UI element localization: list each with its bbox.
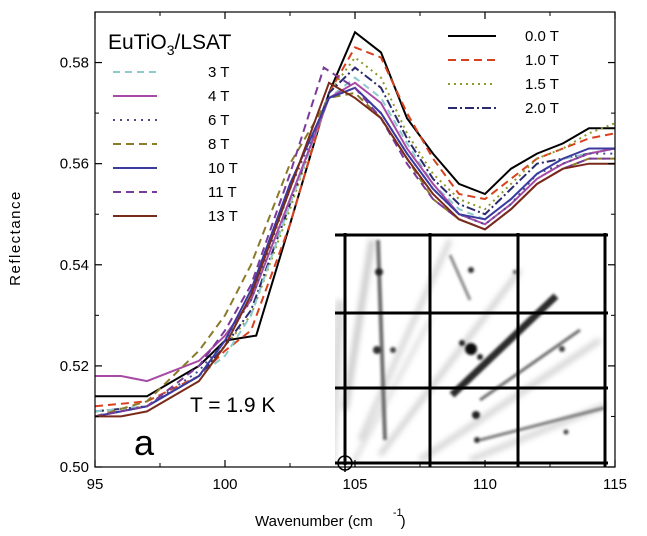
y-tick-label: 0.56 (60, 156, 89, 173)
legend-label: 13 T (208, 208, 238, 225)
origin-crosshair-icon (336, 454, 354, 472)
legend-label: 1.0 T (525, 52, 559, 69)
legend-label: 8 T (208, 136, 229, 153)
legend-right: 0.0 T 1.0 T 1.5 T 2.0 T (448, 28, 559, 117)
y-tick-label: 0.54 (60, 257, 89, 274)
diffraction-pattern-inset (335, 233, 608, 472)
legend-label: 0.0 T (525, 28, 559, 45)
x-axis-label: Wavenumber (cm -1) (255, 507, 406, 530)
series-line-8 (95, 86, 615, 418)
legend-left: 3 T 4 T 6 T 8 T 10 T 11 T 13 T (113, 64, 238, 225)
legend-label: 10 T (208, 160, 238, 177)
series-layer (95, 30, 615, 418)
x-axis-label-close: ) (401, 513, 406, 530)
series-line-10 (95, 81, 615, 418)
legend-label: 3 T (208, 64, 229, 81)
legend-entry: 3 T (113, 64, 229, 81)
x-tick-label: 95 (87, 476, 104, 493)
x-tick-label: 110 (473, 476, 497, 493)
series-line-9 (95, 66, 615, 418)
x-tick-label: 100 (212, 476, 237, 493)
x-tick-label: 105 (342, 476, 367, 493)
legend-entry: 1.5 T (448, 76, 559, 93)
legend-entry: 6 T (113, 112, 229, 129)
y-tick-label: 0.58 (60, 55, 89, 72)
legend-entry: 4 T (113, 88, 229, 105)
legend-entry: 8 T (113, 136, 229, 153)
sample-label-main: EuTiO (108, 31, 167, 54)
legend-entry: 0.0 T (448, 28, 559, 45)
legend-label: 1.5 T (525, 76, 559, 93)
legend-label: 6 T (208, 112, 229, 129)
legend-label: 11 T (208, 184, 237, 201)
y-tick-label: 0.50 (60, 459, 89, 476)
legend-entry: 13 T (113, 208, 238, 225)
legend-entry: 2.0 T (448, 100, 559, 117)
sample-label-rest: /LSAT (175, 31, 232, 54)
legend-label: 4 T (208, 88, 229, 105)
x-axis-label-sup: -1 (393, 507, 403, 519)
y-axis-label: Reflectance (7, 190, 24, 286)
sample-label: EuTiO3/LSAT (108, 31, 232, 58)
series-line-4 (95, 76, 615, 413)
series-line-1 (95, 46, 615, 408)
series-line-5 (95, 81, 615, 383)
x-tick-label: 115 (603, 476, 627, 493)
legend-entry: 1.0 T (448, 52, 559, 69)
legend-entry: 11 T (113, 184, 237, 201)
legend-label: 2.0 T (525, 100, 559, 117)
panel-label: a (134, 422, 155, 463)
sample-label-sub: 3 (167, 42, 175, 58)
legend-entry: 10 T (113, 160, 238, 177)
axes-layer: 95 100 105 110 115 0.50 0.52 0.54 0.56 0.58 (60, 12, 627, 493)
temperature-label: T = 1.9 K (190, 394, 275, 417)
x-axis-label-main: Wavenumber (cm (255, 513, 373, 530)
y-tick-label: 0.52 (60, 358, 89, 375)
